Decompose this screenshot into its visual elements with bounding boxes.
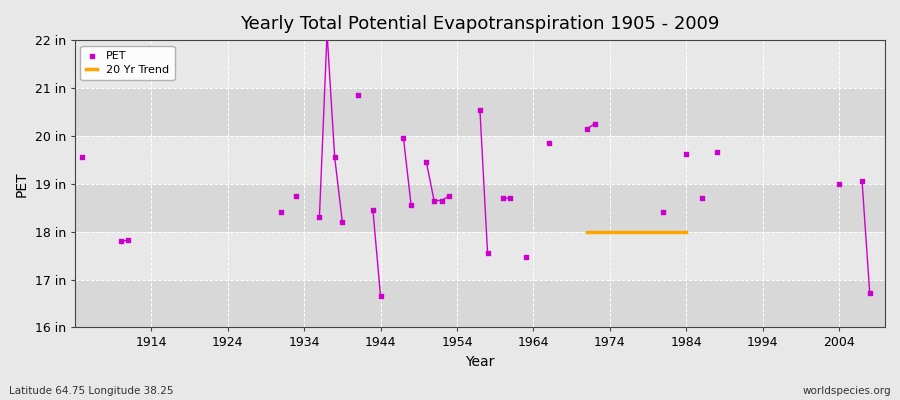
PET (832, 180, 846, 187)
PET (542, 140, 556, 146)
PET (374, 293, 388, 300)
Text: worldspecies.org: worldspecies.org (803, 386, 891, 396)
Title: Yearly Total Potential Evapotranspiration 1905 - 2009: Yearly Total Potential Evapotranspiratio… (240, 15, 720, 33)
PET (396, 135, 410, 142)
Bar (75, 40, 885, 88)
PET (113, 238, 128, 244)
PET (481, 250, 495, 256)
PET (404, 202, 419, 208)
Bar (75, 136, 885, 184)
PET (580, 126, 594, 132)
PET (503, 195, 517, 201)
PET (855, 178, 869, 184)
PET (76, 154, 90, 161)
Bar (75, 232, 885, 280)
PET (335, 219, 349, 225)
PET (518, 253, 533, 260)
PET (442, 192, 456, 199)
Text: Latitude 64.75 Longitude 38.25: Latitude 64.75 Longitude 38.25 (9, 386, 174, 396)
Bar (75, 280, 885, 328)
PET (656, 209, 670, 216)
PET (472, 106, 487, 113)
PET (289, 192, 303, 199)
PET (427, 197, 441, 204)
PET (496, 195, 510, 201)
PET (695, 195, 709, 201)
Y-axis label: PET: PET (15, 171, 29, 196)
PET (680, 151, 694, 157)
PET (122, 237, 136, 244)
PET (588, 121, 602, 127)
20 Yr Trend (581, 229, 592, 234)
PET (435, 197, 449, 204)
PET (419, 159, 434, 166)
PET (862, 290, 877, 296)
PET (274, 209, 288, 216)
20 Yr Trend (681, 229, 692, 234)
PET (328, 154, 342, 161)
PET (350, 92, 365, 98)
PET (312, 214, 327, 220)
PET (365, 207, 380, 213)
PET (320, 30, 334, 36)
Bar (75, 184, 885, 232)
Bar (75, 88, 885, 136)
Legend: PET, 20 Yr Trend: PET, 20 Yr Trend (80, 46, 175, 80)
PET (710, 148, 724, 155)
X-axis label: Year: Year (465, 355, 495, 369)
